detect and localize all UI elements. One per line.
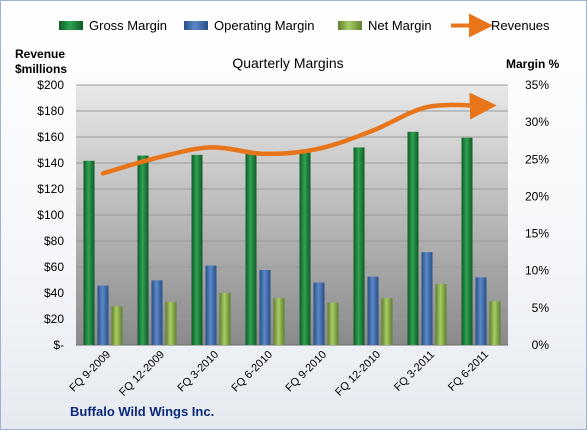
y-tick-left: $40	[44, 286, 64, 300]
bar-net-margin	[111, 306, 123, 345]
y-tick-left: $100	[37, 208, 64, 222]
bar-gross-margin	[299, 152, 311, 345]
x-tick-label: FQ 9-2010	[283, 349, 329, 395]
revenue-line	[100, 92, 497, 176]
y-tick-left: $60	[44, 260, 64, 274]
y-tick-right: 30%	[525, 115, 549, 129]
y-tick-left: $20	[44, 312, 64, 326]
y-tick-left: $80	[44, 234, 64, 248]
x-tick-label: FQ 6-2011	[446, 349, 491, 394]
y-tick-right: 20%	[525, 189, 549, 203]
y-tick-right: 25%	[525, 152, 549, 166]
bar-operating-margin	[421, 252, 433, 345]
y-tick-left: $-	[53, 338, 64, 352]
legend-swatch-operating-margin	[184, 21, 208, 30]
bar-gross-margin	[407, 131, 419, 345]
bar-gross-margin	[191, 154, 203, 345]
y-axis-right-label: Margin %	[506, 57, 560, 71]
x-tick-label: FQ 3-2010	[175, 349, 221, 395]
x-tick-label: FQ 6-2010	[229, 349, 275, 395]
bar-gross-margin	[83, 160, 95, 345]
legend-label-revenues: Revenues	[491, 18, 550, 33]
y-axis-left-label-line1: Revenue	[15, 47, 65, 61]
bar-net-margin	[381, 298, 393, 345]
bar-operating-margin	[97, 285, 109, 345]
y-tick-left: $200	[37, 78, 64, 92]
legend-label-operating-margin: Operating Margin	[214, 18, 314, 33]
bar-gross-margin	[353, 147, 365, 345]
bar-gross-margin	[461, 137, 473, 345]
bar-gross-margin	[245, 151, 257, 345]
y-tick-right: 35%	[525, 78, 549, 92]
bar-operating-margin	[205, 265, 217, 345]
x-tick-label: FQ 12-2010	[333, 349, 383, 399]
bar-net-margin	[489, 301, 501, 345]
bar-operating-margin	[259, 269, 271, 345]
legend-label-gross-margin: Gross Margin	[89, 18, 167, 33]
bar-operating-margin	[367, 276, 379, 345]
legend-swatch-net-margin	[338, 21, 362, 30]
x-tick-label: FQ 9-2009	[67, 349, 113, 395]
y-tick-right: 10%	[525, 264, 549, 278]
y-tick-left: $120	[37, 182, 64, 196]
legend: Gross Margin Operating Margin Net Margin…	[59, 13, 550, 38]
x-tick-label: FQ 12-2009	[117, 349, 167, 399]
bar-operating-margin	[475, 277, 487, 345]
bar-gross-margin	[137, 155, 149, 345]
bar-net-margin	[219, 293, 231, 345]
bar-operating-margin	[313, 282, 325, 345]
chart-title: Quarterly Margins	[232, 55, 343, 71]
bar-net-margin	[327, 302, 339, 345]
y-tick-right: 5%	[532, 301, 550, 315]
y-axis-left-label-line2: $millions	[15, 62, 67, 76]
bar-net-margin	[273, 298, 285, 345]
bar-net-margin	[165, 301, 177, 345]
y-tick-left: $160	[37, 130, 64, 144]
legend-label-net-margin: Net Margin	[368, 18, 432, 33]
company-name: Buffalo Wild Wings Inc.	[70, 404, 214, 419]
y-tick-right: 0%	[532, 338, 550, 352]
bar-net-margin	[435, 284, 447, 345]
y-tick-right: 15%	[525, 227, 549, 241]
y-tick-left: $140	[37, 156, 64, 170]
x-tick-label: FQ 3-2011	[392, 349, 437, 394]
y-tick-left: $180	[37, 104, 64, 118]
legend-swatch-gross-margin	[59, 21, 83, 30]
bar-operating-margin	[151, 280, 163, 345]
